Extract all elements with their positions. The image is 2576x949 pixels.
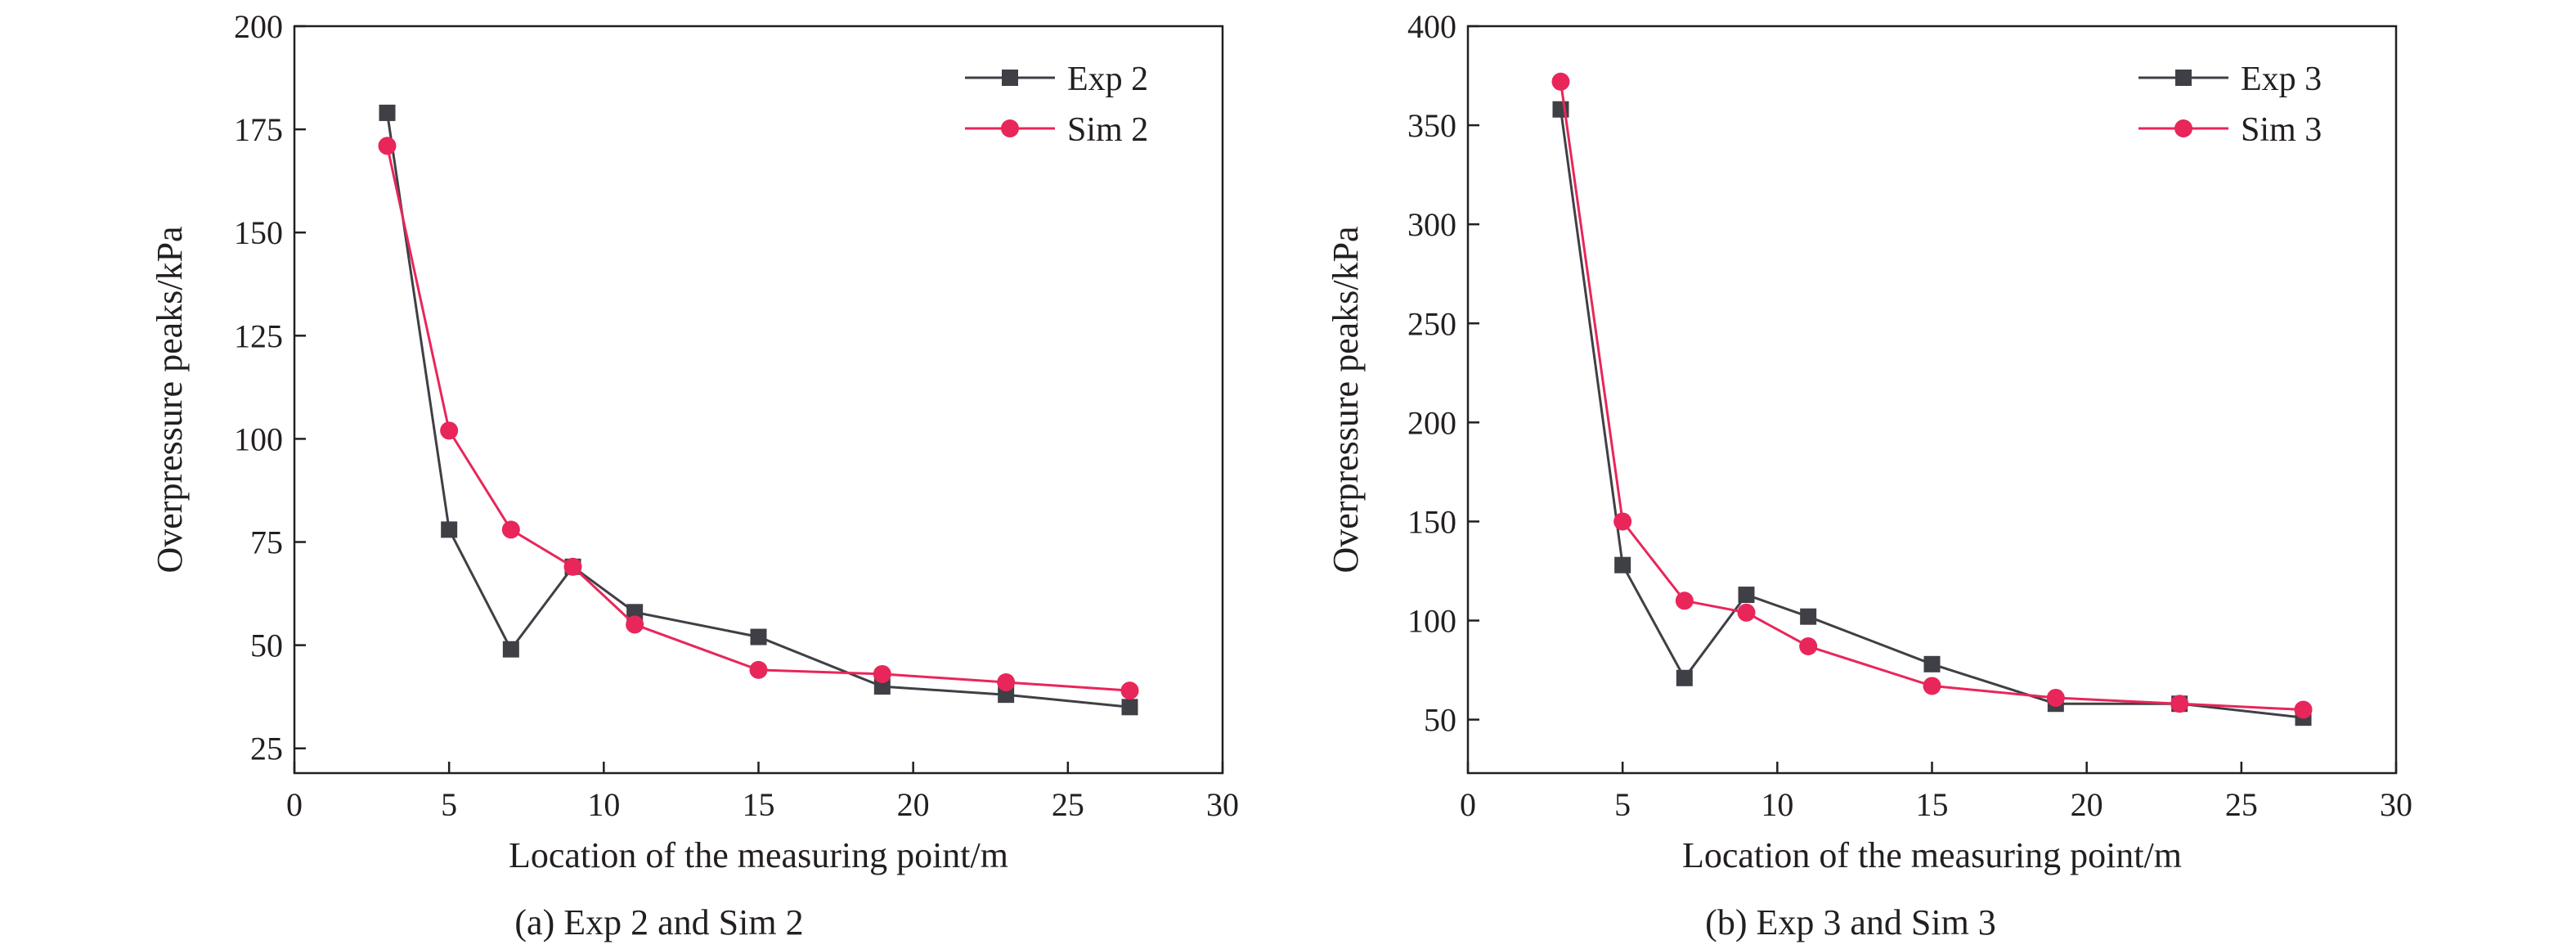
chart-panel-b: 0 5 10 15 20 25 30 50 100 150 200 250 300 350 400 Locat… — [1326, 8, 2412, 942]
data-point-circle — [2046, 688, 2065, 707]
data-point-circle — [749, 660, 768, 679]
y-tick-label: 50 — [250, 627, 283, 664]
data-point-circle — [1737, 603, 1756, 622]
data-point-circle — [1799, 637, 1818, 656]
data-point-circle — [2294, 700, 2313, 719]
data-point-square — [1121, 699, 1138, 716]
data-point-circle — [2170, 695, 2189, 713]
x-axis-title: Location of the measuring point/m — [1682, 835, 2182, 875]
series-line-exp-2 — [386, 112, 1130, 708]
x-tick-label: 25 — [2225, 786, 2258, 823]
data-point-square — [502, 641, 519, 658]
data-point-circle — [1613, 512, 1632, 531]
y-tick-label: 75 — [250, 524, 283, 561]
legend-label: Exp 3 — [2241, 61, 2322, 98]
data-point-circle — [1551, 72, 1570, 91]
data-point-square — [998, 686, 1015, 704]
x-tick-label: 0 — [1460, 786, 1476, 823]
series-line-sim-3 — [1560, 81, 2304, 711]
data-point-square — [750, 628, 767, 645]
y-tick-label: 400 — [1407, 8, 1456, 45]
x-tick-label: 5 — [441, 786, 457, 823]
chart-panel-a: 0 5 10 15 20 25 30 25 50 75 100 125 150 175 200 Locatio… — [150, 8, 1239, 942]
data-point-circle — [563, 557, 582, 576]
legend-marker-square — [1002, 70, 1018, 86]
y-tick-label: 250 — [1407, 305, 1456, 342]
series-line-sim-2 — [386, 145, 1130, 692]
figure-caption: (a) Exp 2 and Sim 2 — [514, 902, 803, 942]
legend-label: Sim 3 — [2241, 111, 2322, 149]
data-point-square — [873, 678, 891, 695]
y-tick-label: 100 — [234, 421, 283, 457]
legend-marker-square — [2175, 70, 2192, 86]
x-tick-label: 15 — [743, 786, 775, 823]
legend-label: Exp 2 — [1067, 61, 1148, 98]
y-tick-label: 150 — [1407, 503, 1456, 540]
x-tick-label: 10 — [1761, 786, 1793, 823]
x-tick-label: 20 — [897, 786, 930, 823]
x-tick-label: 15 — [1916, 786, 1949, 823]
data-point-square — [379, 104, 396, 121]
y-tick-label: 200 — [1407, 404, 1456, 441]
legend-marker-circle — [1001, 119, 1019, 137]
data-point-square — [1676, 669, 1693, 686]
y-tick-label: 25 — [250, 731, 283, 767]
data-point-circle — [440, 421, 459, 440]
y-tick-label: 125 — [234, 317, 283, 354]
legend-label: Sim 2 — [1067, 111, 1148, 149]
x-tick-label: 30 — [2380, 786, 2412, 823]
data-point-circle — [501, 520, 520, 539]
x-tick-label: 0 — [286, 786, 303, 823]
y-tick-label: 150 — [234, 214, 283, 251]
x-tick-label: 10 — [587, 786, 620, 823]
x-tick-label: 20 — [2071, 786, 2103, 823]
y-tick-label: 300 — [1407, 206, 1456, 243]
x-tick-label: 25 — [1052, 786, 1084, 823]
y-tick-label: 50 — [1424, 702, 1456, 739]
legend-marker-circle — [2174, 119, 2192, 137]
data-point-circle — [626, 615, 644, 634]
data-point-circle — [873, 664, 891, 683]
data-point-square — [1738, 587, 1755, 604]
series-line-exp-3 — [1560, 109, 2304, 719]
data-point-circle — [378, 137, 397, 155]
data-point-circle — [1675, 591, 1694, 610]
y-axis-title: Overpressure peaks/kPa — [1326, 227, 1366, 573]
y-tick-label: 350 — [1407, 107, 1456, 144]
x-tick-label: 5 — [1614, 786, 1631, 823]
data-point-square — [626, 604, 644, 621]
data-point-circle — [997, 673, 1016, 692]
y-axis-title: Overpressure peaks/kPa — [150, 227, 190, 573]
data-point-square — [1614, 556, 1631, 573]
x-tick-label: 30 — [1206, 786, 1239, 823]
x-axis-title: Location of the measuring point/m — [509, 835, 1008, 875]
figure-caption: (b) Exp 3 and Sim 3 — [1705, 902, 1996, 942]
y-tick-label: 100 — [1407, 603, 1456, 640]
data-point-square — [1923, 655, 1941, 672]
data-point-square — [1800, 608, 1817, 625]
data-point-circle — [1923, 677, 1941, 695]
y-tick-label: 175 — [234, 111, 283, 148]
data-point-square — [441, 521, 458, 538]
y-tick-label: 200 — [234, 8, 283, 45]
data-point-circle — [1120, 681, 1139, 700]
